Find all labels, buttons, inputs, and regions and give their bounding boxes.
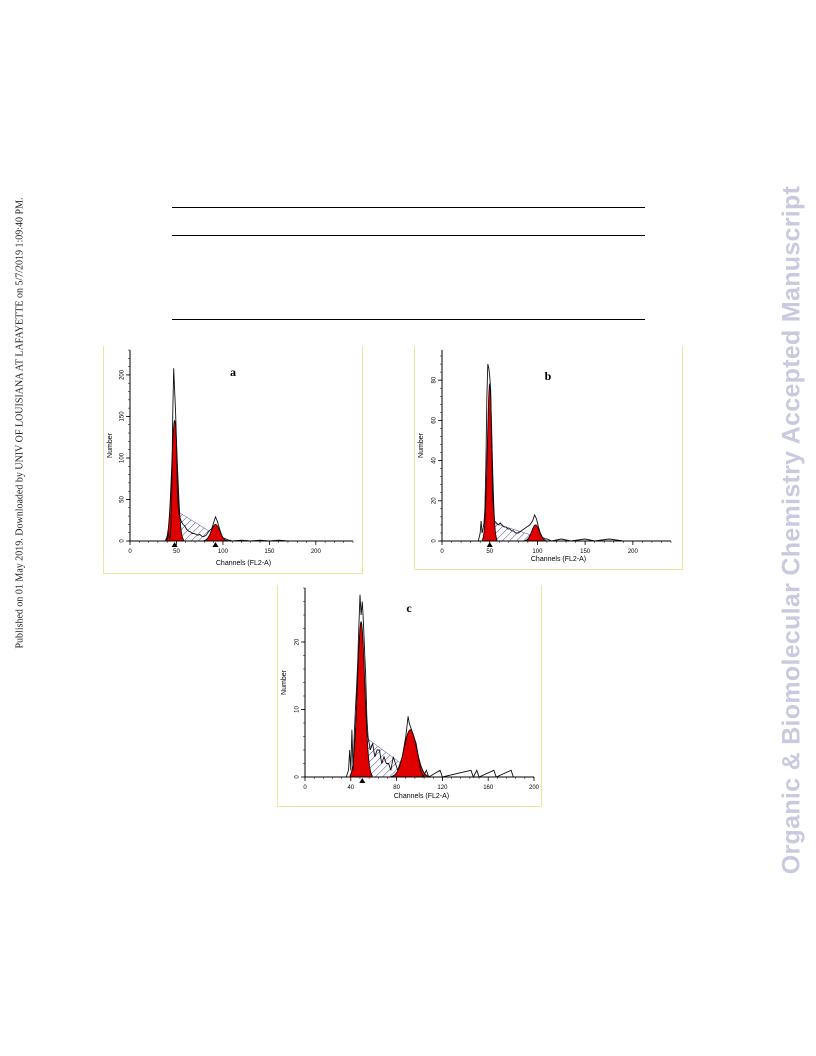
download-notice: Published on 01 May 2019. Downloaded by … bbox=[13, 173, 27, 673]
y-tick-label: 20 bbox=[295, 638, 301, 645]
peak-marker-icon bbox=[171, 542, 178, 547]
watermark: Organic & Biomolecular Chemistry Accepte… bbox=[778, 130, 816, 930]
g2-peak bbox=[523, 524, 548, 542]
histogram-svg: 0 50 100 150 200 0 20 40 60 80 Channels (FL2-A) Num… bbox=[414, 346, 683, 570]
table-header-rule bbox=[172, 235, 645, 236]
watermark-text: Organic & Biomolecular Chemistry Accepte… bbox=[777, 185, 806, 875]
y-tick-label: 10 bbox=[295, 706, 301, 713]
x-tick-label: 200 bbox=[529, 785, 540, 791]
x-tick-label: 160 bbox=[483, 785, 494, 791]
panel-frame bbox=[103, 346, 363, 574]
x-tick-label: 0 bbox=[128, 549, 132, 555]
histogram-svg: 0 40 80 120 160 200 0 10 20 Channels (FL2-A) Numbe… bbox=[277, 585, 542, 807]
y-tick-label: 0 bbox=[120, 539, 126, 543]
table-top-rule bbox=[172, 207, 645, 208]
panel-frame bbox=[277, 585, 542, 807]
y-tick-label: 40 bbox=[432, 457, 438, 464]
x-tick-label: 0 bbox=[440, 549, 444, 555]
histogram-outline bbox=[477, 363, 662, 542]
x-tick-label: 120 bbox=[437, 785, 448, 791]
y-tick-label: 80 bbox=[432, 376, 438, 383]
x-tick-label: 100 bbox=[532, 549, 543, 555]
x-tick-label: 80 bbox=[393, 785, 400, 791]
x-axis-label: Channels (FL2-A) bbox=[531, 556, 586, 563]
x-tick-label: 150 bbox=[264, 549, 275, 555]
histogram-outline bbox=[345, 594, 534, 779]
panel-label: a bbox=[230, 365, 236, 379]
y-axis-label: Number bbox=[107, 432, 114, 458]
x-axis-label: Channels (FL2-A) bbox=[394, 793, 449, 800]
panel-frame bbox=[414, 346, 683, 570]
x-tick-label: 150 bbox=[580, 549, 591, 555]
y-tick-label: 0 bbox=[432, 539, 438, 543]
peak-marker-icon bbox=[359, 778, 366, 783]
x-tick-label: 100 bbox=[218, 549, 229, 555]
table-bottom-rule bbox=[172, 319, 645, 320]
histogram-outline bbox=[164, 368, 344, 542]
histogram-panel-c: 0 40 80 120 160 200 0 10 20 Channels (FL2-A) Numbe… bbox=[277, 585, 542, 807]
x-tick-label: 200 bbox=[311, 549, 322, 555]
histogram-panel-a: 0 50 100 150 200 0 50 100 150 200 Channels (FL2-A)… bbox=[103, 346, 363, 574]
peak-marker-icon bbox=[212, 542, 219, 547]
y-axis-label: Number bbox=[418, 432, 425, 458]
x-tick-label: 50 bbox=[173, 549, 180, 555]
x-tick-label: 0 bbox=[303, 785, 307, 791]
histogram-svg: 0 50 100 150 200 0 50 100 150 200 Channels (FL2-A)… bbox=[103, 346, 363, 574]
y-tick-label: 200 bbox=[120, 369, 126, 380]
panel-label: c bbox=[406, 601, 412, 615]
y-tick-label: 50 bbox=[120, 495, 126, 502]
x-tick-label: 40 bbox=[347, 785, 354, 791]
download-notice-text: Published on 01 May 2019. Downloaded by … bbox=[14, 197, 26, 649]
x-tick-label: 50 bbox=[486, 549, 493, 555]
peak-marker-icon bbox=[486, 542, 493, 547]
x-tick-label: 200 bbox=[628, 549, 639, 555]
x-axis-label: Channels (FL2-A) bbox=[216, 560, 271, 567]
histogram-panel-b: 0 50 100 150 200 0 20 40 60 80 Channels (FL2-A) Num… bbox=[414, 346, 683, 570]
y-axis-label: Number bbox=[281, 669, 288, 695]
y-tick-label: 150 bbox=[120, 411, 126, 422]
y-tick-label: 0 bbox=[295, 775, 301, 779]
y-tick-label: 100 bbox=[120, 452, 126, 463]
y-tick-label: 20 bbox=[432, 497, 438, 504]
y-tick-label: 60 bbox=[432, 416, 438, 423]
g2-peak bbox=[202, 523, 229, 542]
panel-label: b bbox=[545, 369, 552, 383]
